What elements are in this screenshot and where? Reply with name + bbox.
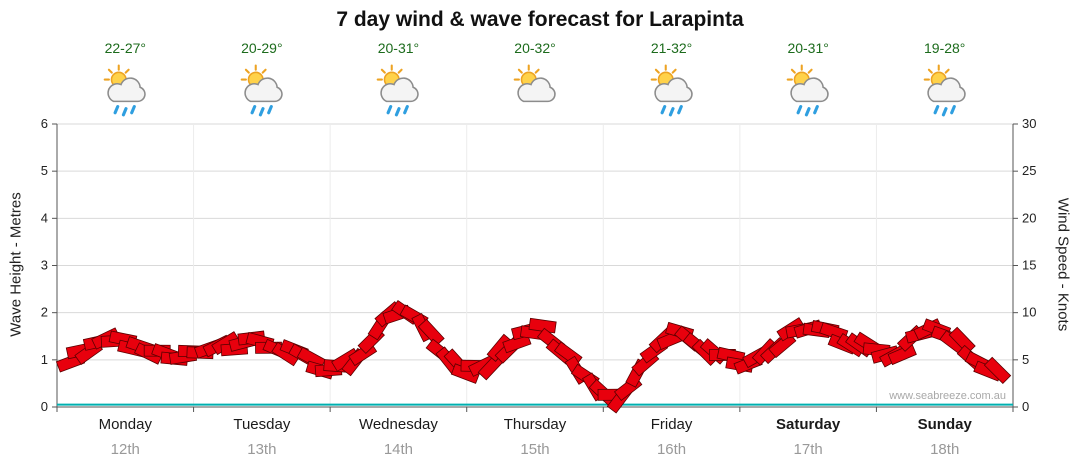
left-tick-label: 1 [41, 352, 48, 367]
weather-icon-sun-cloud-rain [918, 64, 974, 118]
weather-icon [377, 64, 420, 117]
left-tick-label: 0 [41, 399, 48, 414]
right-tick-label: 10 [1022, 305, 1036, 320]
day-temp-range: 20-29° [241, 40, 283, 56]
cloud-icon [107, 77, 146, 103]
sun-ray [790, 68, 796, 74]
left-axis-title: Wave Height - Metres [7, 192, 25, 337]
day-temp-range: 22-27° [104, 40, 146, 56]
cloud-icon [517, 77, 556, 103]
day-label: Tuesday [233, 416, 291, 433]
day-temp-range: 20-31° [787, 40, 829, 56]
raindrops-icon [933, 105, 956, 117]
left-tick-label: 3 [41, 258, 48, 273]
day-date: 18th [930, 441, 960, 458]
raindrops-icon [660, 105, 683, 117]
weather-icon [513, 64, 556, 103]
raindrops-icon [250, 105, 273, 117]
day-date: 16th [656, 441, 687, 458]
left-tick-label: 2 [41, 305, 48, 320]
day-date: 14th [383, 441, 414, 458]
right-tick-label: 30 [1022, 116, 1036, 131]
weather-icon [240, 64, 283, 117]
cloud-icon [790, 77, 829, 103]
cloud-icon [927, 77, 966, 103]
right-tick-label: 25 [1022, 163, 1036, 178]
weather-icon [650, 64, 693, 117]
weather-icon-sun-cloud-rain [645, 64, 701, 118]
right-axis-title: Wind Speed - Knots [1054, 197, 1072, 332]
sun-ray [517, 68, 523, 74]
day-label: Saturday [776, 416, 841, 433]
weather-icon-sun-cloud [508, 64, 564, 118]
plot-layers: 0 1 2 3 4 5 6 0 5 10 15 20 25 30 [41, 116, 1037, 414]
sun-ray [108, 68, 114, 74]
day-label: Wednesday [358, 416, 438, 433]
right-tick-label: 15 [1022, 258, 1036, 273]
sun-ray [927, 68, 933, 74]
watermark: www.seabreeze.com.au [888, 390, 1006, 402]
cloud-icon [380, 77, 420, 103]
sun-ray [244, 68, 250, 74]
day-label: Sunday [917, 416, 972, 433]
day-temp-range: 21-32° [650, 40, 693, 56]
day-date: 15th [520, 441, 550, 458]
sun-ray [261, 68, 267, 74]
sun-ray [807, 68, 813, 74]
sun-ray [398, 68, 404, 74]
raindrops-icon [386, 105, 410, 117]
sun-ray [534, 68, 540, 74]
day-temp-range: 19-28° [924, 40, 966, 56]
day-date: 17th [793, 441, 823, 458]
raindrops-icon [113, 105, 137, 117]
sun-ray [944, 68, 950, 74]
weather-icon-sun-cloud-rain [781, 64, 837, 118]
left-tick-label: 4 [41, 210, 48, 225]
sun-ray [654, 68, 660, 74]
day-date: 13th [247, 441, 277, 458]
chart-title: 7 day wind & wave forecast for Larapinta [336, 8, 744, 31]
weather-icon-sun-cloud-rain [98, 64, 154, 118]
sun-ray [124, 68, 130, 74]
weather-icon [103, 64, 146, 117]
cloud-icon [244, 77, 283, 103]
weather-icon-sun-cloud-rain [371, 64, 427, 118]
day-label: Monday [98, 416, 152, 433]
wind-barb [887, 343, 917, 366]
weather-icon [923, 64, 966, 117]
cloud-icon [653, 77, 693, 103]
wind-barb [983, 356, 1012, 385]
sun-ray [381, 68, 387, 74]
right-tick-label: 5 [1022, 352, 1029, 367]
weather-icon [786, 64, 829, 117]
weather-icon-sun-cloud-rain [235, 64, 291, 118]
right-tick-label: 20 [1022, 210, 1036, 225]
right-tick-label: 0 [1022, 399, 1029, 414]
wind-barb [417, 318, 445, 347]
raindrops-icon [796, 105, 819, 117]
sun-ray [671, 68, 677, 74]
day-label: Thursday [503, 416, 567, 433]
day-label: Friday [650, 416, 693, 433]
wind-barb [948, 326, 976, 355]
day-date: 12th [110, 441, 140, 458]
left-tick-label: 6 [41, 116, 48, 131]
left-tick-label: 5 [41, 163, 48, 178]
day-temp-range: 20-31° [377, 40, 420, 56]
day-temp-range: 20-32° [514, 40, 556, 56]
